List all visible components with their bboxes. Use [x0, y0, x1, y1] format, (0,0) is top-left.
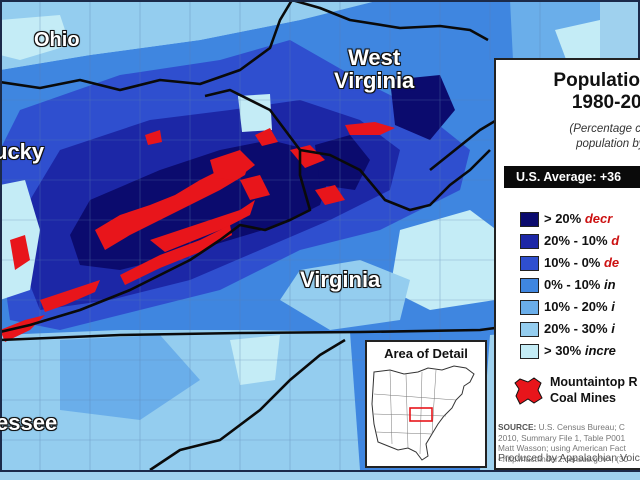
legend-class-range: > 30% — [544, 343, 585, 358]
legend-subtitle-line1: (Percentage chang — [569, 123, 640, 135]
legend-title-line1: Population C — [553, 70, 640, 91]
legend-title-line2: 1980-201 — [571, 92, 640, 113]
inset-state-lines — [373, 369, 457, 455]
legend-class-range: 10% - 20% — [544, 299, 612, 314]
legend-subtitle-line2: population by co — [576, 138, 640, 150]
mine-symbol-icon — [514, 377, 543, 405]
state-label-west-virginia-line1: West — [348, 45, 401, 70]
mine-legend-label: Mountaintop R Coal Mines — [550, 374, 637, 406]
legend-class-range: > 20% — [544, 211, 585, 226]
mine-legend-line2: Coal Mines — [550, 391, 616, 405]
state-label-kentucky: ucky — [0, 139, 45, 164]
legend-swatch — [520, 322, 539, 337]
legend-class-label: 20% - 30% i — [544, 320, 615, 337]
legend-swatch — [520, 300, 539, 315]
mine-legend: Mountaintop R Coal Mines — [514, 374, 640, 414]
legend-class-label: > 30% incre — [544, 342, 616, 359]
mine-clusters — [0, 122, 395, 342]
area-of-detail-inset: Area of Detail — [365, 340, 487, 468]
region-severe-decline — [70, 140, 330, 270]
state-label-west-virginia-line2: Virginia — [334, 68, 415, 94]
light-patch-wv — [238, 94, 272, 132]
credit-line: Produced by Appalachian Voic — [498, 452, 640, 464]
source-line-2: 2010, Summary File 1, Table P001 — [498, 432, 626, 443]
region-severe-decline-2 — [390, 75, 455, 140]
state-label-ohio: Ohio — [34, 29, 80, 51]
legend-swatch — [520, 344, 539, 359]
legend-class-label: 10% - 20% i — [544, 298, 615, 315]
border-wv-va — [299, 148, 491, 212]
legend-class-direction: de — [603, 255, 620, 270]
legend-swatch — [520, 234, 539, 249]
legend-class-direction: i — [611, 299, 615, 314]
legend-swatch — [520, 278, 539, 293]
legend-class-direction: incre — [584, 343, 616, 358]
border-va-tn — [0, 326, 496, 342]
legend-class-direction: i — [611, 321, 615, 336]
inset-title: Area of Detail — [384, 346, 468, 361]
border-ky-wv — [0, 88, 312, 334]
legend-swatch — [520, 212, 539, 227]
legend-class-label: > 20% decr — [544, 210, 612, 227]
state-label-west-virginia: West Virginia — [334, 46, 414, 92]
legend-class-range: 10% - 0% — [544, 255, 604, 270]
legend-class-label: 0% - 10% in — [544, 276, 616, 293]
light-patch-va2 — [280, 260, 410, 330]
source-line-3: Matt Wasson; using American Fact — [498, 443, 626, 453]
legend-class-direction: decr — [584, 211, 613, 226]
legend-class-label: 10% - 0% de — [544, 254, 619, 271]
legend-subtitle: (Percentage chang population by co — [518, 122, 640, 152]
light-patch-tn2 — [60, 335, 200, 420]
mine-legend-line1: Mountaintop R — [550, 375, 638, 389]
legend-swatch — [520, 256, 539, 271]
border-ohio-river — [0, 0, 294, 92]
border-tn-nc — [149, 338, 346, 472]
state-label-virginia: Virginia — [300, 267, 381, 292]
legend-class-range: 20% - 30% — [544, 321, 612, 336]
eastern-us-outline — [371, 365, 475, 461]
legend-class-label: 20% - 10% d — [544, 232, 619, 249]
source-note: SOURCE: U.S. Census Bureau; C 2010, Summ… — [498, 422, 640, 464]
light-patch-ohio — [0, 15, 70, 60]
state-label-tennessee: essee — [0, 410, 58, 435]
legend-panel: Population C 1980-201 (Percentage chang … — [494, 58, 640, 470]
detail-area-box — [409, 407, 433, 422]
legend-class-range: 20% - 10% — [544, 233, 612, 248]
legend-class-direction: in — [603, 277, 616, 292]
source-line-4: <http://factfinder2.census.gov>; (30 — [498, 453, 629, 464]
us-east-locator-map — [371, 365, 475, 461]
source-line-1: SOURCE: U.S. Census Bureau; C — [498, 422, 625, 432]
legend-class-range: 0% - 10% — [544, 277, 604, 292]
legend-title: Population C 1980-201 — [512, 70, 640, 114]
us-average-banner: U.S. Average: +36 — [504, 166, 640, 188]
legend-class-direction: d — [611, 233, 620, 248]
